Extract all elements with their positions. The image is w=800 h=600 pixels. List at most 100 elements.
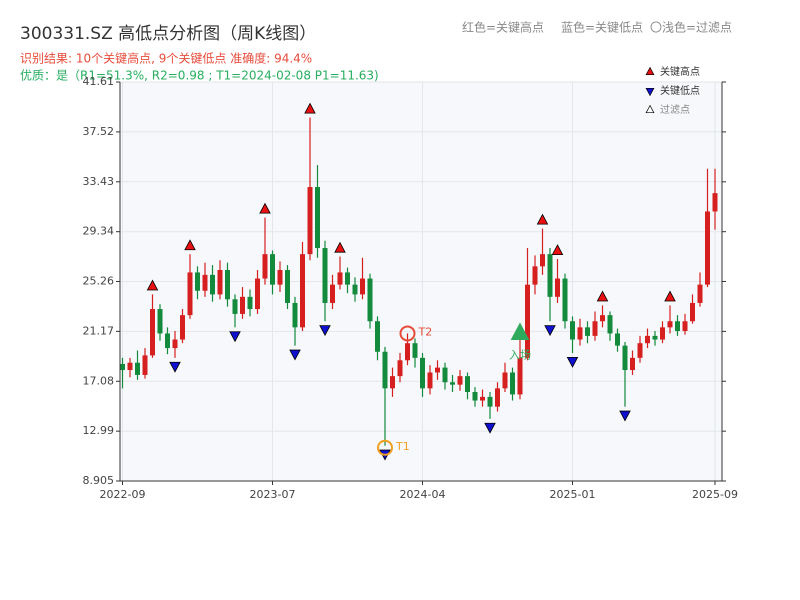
x-tick-label: 2025-01 — [550, 488, 596, 501]
candle-body — [390, 376, 395, 389]
marker — [536, 213, 549, 225]
candle-body — [660, 327, 665, 340]
candle-body — [330, 284, 335, 303]
candle-body — [277, 270, 283, 285]
candle-body — [652, 335, 658, 340]
subtitle: 识别结果: 10个关键高点, 9个关键低点 准确度: 94.4% — [20, 51, 312, 66]
candle-body — [592, 321, 598, 336]
legend-symbol — [645, 66, 655, 76]
header-legend: 红色=关键高点 — [462, 20, 544, 35]
marker — [146, 279, 159, 291]
legend-symbol — [645, 104, 655, 114]
candle-body — [382, 351, 388, 389]
marker — [551, 244, 564, 256]
candle-body — [577, 327, 583, 340]
y-tick-label: 12.99 — [83, 424, 115, 437]
candle-body — [225, 270, 230, 300]
candle-body — [540, 254, 545, 267]
marker — [289, 349, 301, 361]
candle-body — [150, 309, 155, 356]
marker — [334, 241, 346, 253]
candle-body — [345, 272, 350, 285]
candle-body — [255, 278, 260, 310]
candle-body — [232, 299, 238, 314]
candle-body — [510, 372, 515, 395]
candle-body — [637, 343, 643, 358]
candle-body — [367, 278, 373, 322]
chart-title: 300331.SZ 高低点分析图（周K线图） — [20, 24, 316, 44]
y-tick-label: 33.43 — [83, 175, 115, 188]
marker — [566, 356, 579, 368]
candle-body — [675, 321, 680, 332]
candle-body — [585, 327, 590, 336]
marker — [169, 361, 181, 373]
candle-body — [195, 272, 200, 291]
candle-body — [375, 321, 380, 352]
candle-body — [292, 302, 298, 328]
candle-body — [682, 321, 688, 332]
candle-body — [427, 372, 433, 389]
candle-body — [120, 363, 125, 371]
candle-body — [165, 333, 170, 349]
candle-body — [495, 388, 500, 407]
x-tick-label: 2022-09 — [100, 488, 146, 501]
candle-body — [127, 362, 133, 371]
candle-body — [247, 296, 253, 310]
y-tick-label: 41.61 — [83, 75, 115, 88]
candle-body — [187, 272, 193, 316]
annotation-label: T2 — [418, 325, 433, 338]
marker — [596, 290, 609, 302]
candle-body — [285, 270, 290, 303]
y-tick-label: 21.17 — [83, 324, 115, 337]
marker — [304, 102, 316, 114]
candle-body — [690, 302, 695, 322]
y-tick-label: 8.905 — [83, 474, 115, 487]
legend-label: 过滤点 — [660, 103, 690, 116]
marker — [319, 325, 331, 337]
x-tick-label: 2025-09 — [692, 488, 738, 501]
candle-body — [645, 335, 650, 344]
annotation-ring — [399, 325, 416, 342]
y-tick-label: 17.08 — [83, 374, 115, 387]
candle-body — [697, 284, 703, 303]
candle-body — [405, 343, 410, 361]
x-tick-label: 2024-04 — [400, 488, 446, 501]
candle-body — [532, 266, 538, 285]
legend-label: 关键低点 — [660, 84, 700, 97]
candle-body — [450, 382, 455, 385]
candle-body — [412, 343, 418, 358]
candle-body — [472, 392, 478, 401]
candle-body — [525, 284, 530, 358]
candle-body — [502, 372, 508, 389]
candle-body — [352, 284, 358, 295]
candle-body — [217, 270, 223, 295]
annotation-ring — [377, 439, 393, 456]
marker — [619, 410, 631, 422]
entry-marker — [510, 322, 530, 341]
legend-symbol — [645, 87, 655, 97]
candle-body — [465, 376, 470, 393]
x-tick-label: 2023-07 — [250, 488, 296, 501]
candle-body — [180, 315, 185, 340]
annotation-label: 入场 — [509, 347, 531, 361]
candle-body — [487, 396, 493, 407]
header-legend: 蓝色=关键低点 — [561, 21, 643, 35]
candle-body — [270, 254, 275, 285]
marker — [184, 239, 196, 251]
candle-body — [570, 321, 575, 340]
marker — [484, 422, 496, 434]
candle-body — [397, 360, 403, 377]
candle-body — [480, 396, 485, 401]
y-tick-label: 37.52 — [83, 125, 115, 138]
candle-body — [622, 345, 628, 371]
candle-body — [337, 272, 343, 285]
candle-body — [210, 274, 215, 295]
candle-body — [630, 357, 635, 371]
candle-body — [142, 355, 148, 375]
candle-body — [517, 357, 523, 395]
marker — [544, 325, 556, 337]
candle-body — [240, 296, 245, 314]
candle-body — [315, 187, 320, 249]
y-tick-label: 25.26 — [83, 274, 115, 287]
